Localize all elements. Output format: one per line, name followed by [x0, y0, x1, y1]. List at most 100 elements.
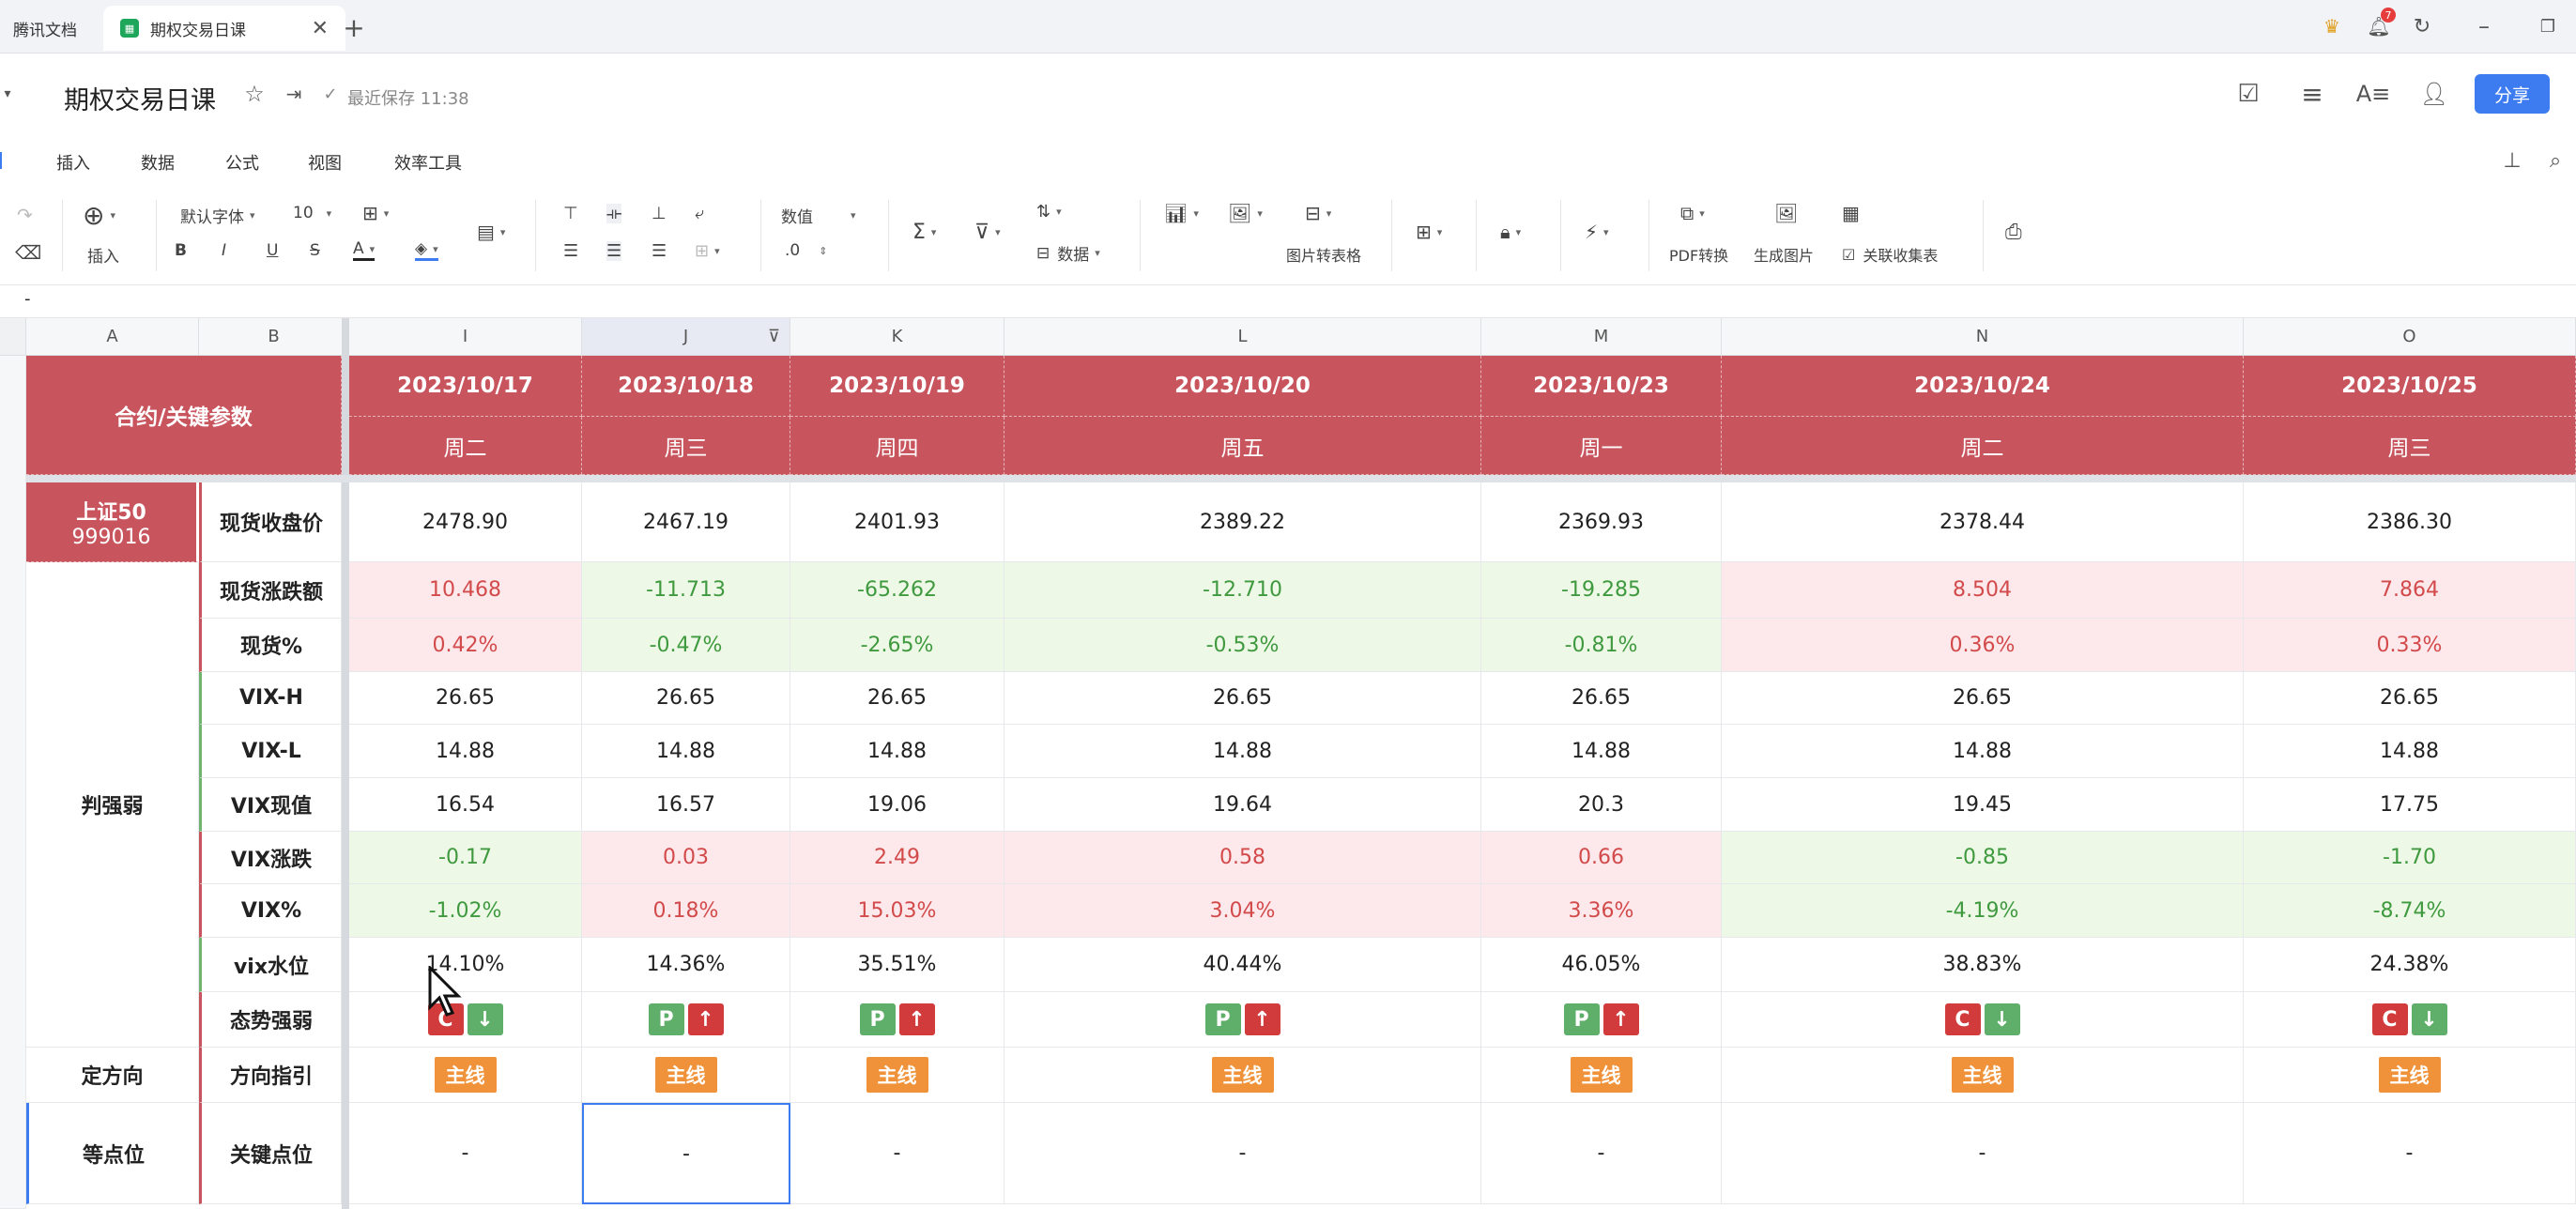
menu-insert[interactable]: 插入 [56, 154, 90, 174]
font-family-select[interactable]: 默认字体 ▾ [180, 204, 255, 227]
data-cell[interactable]: 20.3 [1481, 778, 1722, 832]
data-cell[interactable]: -0.53% [1004, 619, 1481, 672]
pdf-convert-icon[interactable]: ⧉ ▾ [1680, 202, 1705, 224]
close-tab-icon[interactable]: ✕ [311, 16, 329, 40]
decimal-stepper[interactable]: .0 ⇕ [785, 241, 828, 260]
menu-formula[interactable]: 公式 [225, 154, 259, 174]
insert-button[interactable]: 插入 [87, 248, 119, 267]
column-filter-icon[interactable]: ⊽ [767, 327, 780, 346]
data-cell[interactable]: 3.04% [1004, 884, 1481, 938]
align-middle-icon[interactable]: ⟛ [606, 204, 622, 223]
clear-format-icon[interactable]: ⌫ [15, 241, 42, 264]
direction-cell[interactable]: 主线 [1004, 1048, 1481, 1103]
data-cell[interactable]: 26.65 [790, 672, 1004, 725]
formula-value[interactable]: - [24, 289, 31, 309]
share-button[interactable]: 分享 [2475, 74, 2550, 114]
cell-style-icon[interactable]: ▤ ▾ [477, 221, 506, 243]
crown-icon[interactable]: ♛ [2323, 15, 2340, 38]
image-icon[interactable]: 🖼︎ ▾ [1228, 202, 1263, 224]
direction-cell[interactable]: 主线 [1481, 1048, 1722, 1103]
column-header-o[interactable]: O [2244, 318, 2576, 356]
align-top-icon[interactable]: ⊤ [563, 204, 578, 223]
data-cell[interactable]: 2401.93 [790, 482, 1004, 562]
align-left-icon[interactable]: ☰ [563, 241, 579, 261]
trend-cell[interactable]: C ↓ [349, 992, 582, 1048]
formula-bar[interactable]: - [0, 285, 2576, 318]
freeze-icon[interactable]: ⊞ ▾ [1416, 221, 1443, 243]
data-cell[interactable]: 26.65 [1481, 672, 1722, 725]
data-cell[interactable]: 14.88 [1722, 725, 2244, 778]
data-cell[interactable]: -0.85 [1722, 832, 2244, 884]
column-header-i[interactable]: I [349, 318, 582, 356]
data-cell[interactable]: -1.02% [349, 884, 582, 938]
menu-efficiency-tools[interactable]: 效率工具 [394, 154, 462, 174]
select-all-corner[interactable] [0, 318, 26, 356]
keylevel-cell[interactable]: - [1481, 1103, 1722, 1204]
move-to-folder-icon[interactable]: ⇥ [285, 83, 302, 105]
trend-cell[interactable]: P ↑ [1481, 992, 1722, 1048]
document-title[interactable]: 期权交易日课 [64, 86, 216, 115]
data-cell[interactable]: 0.33% [2244, 619, 2576, 672]
menu-data[interactable]: 数据 [141, 154, 175, 174]
data-cell[interactable]: 7.864 [2244, 562, 2576, 619]
new-tab-icon[interactable]: + [343, 11, 365, 43]
data-cell[interactable]: 16.54 [349, 778, 582, 832]
column-header-n[interactable]: N [1722, 318, 2244, 356]
search-icon[interactable]: ⌕ [2549, 148, 2562, 173]
keylevel-cell[interactable]: - [790, 1103, 1004, 1204]
direction-cell[interactable]: 主线 [349, 1048, 582, 1103]
data-cell[interactable]: -19.285 [1481, 562, 1722, 619]
column-header-l[interactable]: L [1004, 318, 1481, 356]
trend-cell[interactable]: P ↑ [1004, 992, 1481, 1048]
print-icon[interactable]: ⎙ [2005, 221, 2022, 244]
filter-icon[interactable]: ⊽ ▾ [974, 221, 1001, 244]
data-cell[interactable]: -2.65% [790, 619, 1004, 672]
align-bottom-icon[interactable]: ⊥ [652, 204, 667, 223]
data-cell[interactable]: -65.262 [790, 562, 1004, 619]
data-cell[interactable]: 26.65 [2244, 672, 2576, 725]
data-cell[interactable]: 0.58 [1004, 832, 1481, 884]
trend-cell[interactable]: P ↑ [790, 992, 1004, 1048]
data-cell[interactable]: 40.44% [1004, 938, 1481, 992]
data-cell[interactable]: 8.504 [1722, 562, 2244, 619]
bold-icon[interactable]: B [175, 241, 187, 260]
data-cell[interactable]: 14.88 [2244, 725, 2576, 778]
frozen-row-divider[interactable] [26, 475, 2576, 482]
browser-tab-active[interactable]: ▦ 期权交易日课 ✕ [103, 6, 345, 51]
spreadsheet-grid[interactable]: A B I J ⊽ K L M N O 合约/关键参数 2023/10/17 周二 2023/10/18 周… [0, 318, 2576, 1209]
data-cell[interactable]: 14.88 [790, 725, 1004, 778]
data-cell[interactable]: 14.88 [1004, 725, 1481, 778]
column-header-k[interactable]: K [790, 318, 1004, 356]
trend-cell[interactable]: C ↓ [2244, 992, 2576, 1048]
data-cell[interactable]: 17.75 [2244, 778, 2576, 832]
data-cell[interactable]: 0.42% [349, 619, 582, 672]
form-icon[interactable]: ▦ [1842, 202, 1860, 224]
data-cell[interactable]: 10.468 [349, 562, 582, 619]
add-task-icon[interactable]: ☑ [2237, 80, 2260, 108]
data-cell[interactable]: 38.83% [1722, 938, 2244, 992]
data-cell[interactable]: 2389.22 [1004, 482, 1481, 562]
border-icon[interactable]: ⊞ ▾ [362, 202, 390, 224]
italic-icon[interactable]: I [222, 241, 227, 260]
data-cell[interactable]: -0.81% [1481, 619, 1722, 672]
restore-window-icon[interactable]: ❐ [2539, 16, 2556, 37]
direction-cell[interactable]: 主线 [2244, 1048, 2576, 1103]
data-cell[interactable]: 19.45 [1722, 778, 2244, 832]
data-cell[interactable]: 26.65 [1722, 672, 2244, 725]
keylevel-cell[interactable]: - [349, 1103, 582, 1204]
text-format-icon[interactable]: A≡ [2355, 81, 2391, 107]
data-cell[interactable]: 26.65 [1004, 672, 1481, 725]
font-color-icon[interactable]: A ▾ [353, 239, 376, 261]
refresh-icon[interactable]: ↻ [2413, 14, 2431, 38]
keylevel-cell[interactable]: - [2244, 1103, 2576, 1204]
star-icon[interactable]: ☆ [244, 81, 265, 107]
trend-cell[interactable]: C ↓ [1722, 992, 2244, 1048]
data-cell[interactable]: -0.17 [349, 832, 582, 884]
column-header-m[interactable]: M [1481, 318, 1722, 356]
keylevel-cell[interactable]: - [1004, 1103, 1481, 1204]
data-cell[interactable]: 14.88 [582, 725, 790, 778]
data-cell[interactable]: -8.74% [2244, 884, 2576, 938]
data-cell[interactable]: -11.713 [582, 562, 790, 619]
data-tools-button[interactable]: ⊟ 数据 ▾ [1036, 241, 1100, 266]
chart-icon[interactable]: 📊︎ ▾ [1164, 202, 1199, 224]
